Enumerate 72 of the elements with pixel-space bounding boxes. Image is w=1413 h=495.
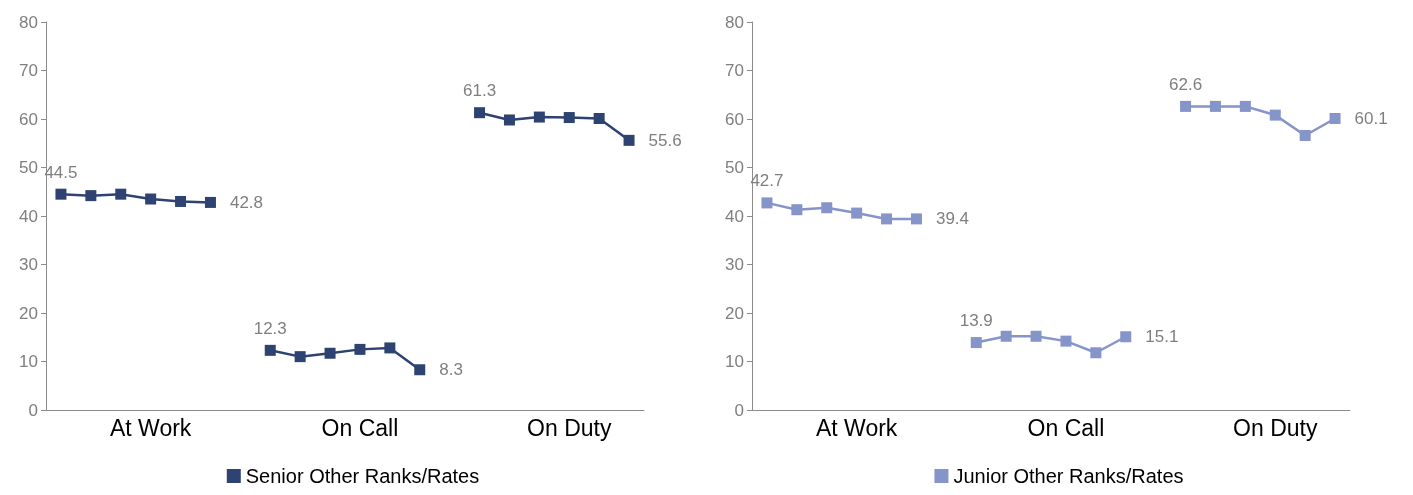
point (881, 213, 893, 225)
point (264, 344, 276, 356)
y-tick-label: 70 (19, 61, 38, 80)
point (623, 134, 635, 146)
point (503, 114, 515, 126)
point (1000, 330, 1012, 342)
y-tick-label: 20 (725, 303, 744, 323)
data-label: 60.1 (1354, 109, 1388, 129)
x-tick-label: At Work (109, 414, 192, 441)
y-tick-label: 0 (28, 400, 38, 420)
legend-label: Senior Other Ranks/Rates (245, 465, 480, 487)
y-tick-label: 60 (19, 109, 38, 129)
point (1299, 129, 1311, 141)
point (970, 337, 982, 349)
x-tick-label: On Duty (527, 414, 612, 441)
point (85, 190, 97, 202)
point (474, 107, 486, 119)
point (324, 347, 336, 359)
point (384, 342, 396, 354)
y-tick-label: 50 (19, 158, 38, 177)
point (593, 113, 605, 125)
point (821, 202, 833, 214)
y-tick-label: 50 (725, 158, 744, 177)
x-tick-label: On Call (1027, 414, 1105, 441)
point (175, 195, 187, 207)
data-label: 13.9 (959, 311, 993, 331)
point (1239, 100, 1251, 112)
point (1269, 109, 1281, 121)
point (1060, 335, 1072, 347)
point (1090, 347, 1102, 359)
point (115, 188, 127, 200)
point (354, 343, 366, 355)
data-label: 62.6 (1169, 74, 1203, 94)
y-tick-label: 60 (725, 109, 744, 129)
y-tick-label: 30 (19, 255, 38, 274)
data-label: 61.3 (463, 81, 497, 101)
point (414, 364, 426, 376)
point (204, 196, 216, 208)
x-tick-label: On Call (321, 414, 399, 441)
point (563, 112, 575, 124)
point (761, 197, 773, 209)
y-tick-label: 20 (19, 303, 38, 323)
point (294, 351, 306, 363)
data-label: 55.6 (648, 130, 682, 150)
point (1329, 113, 1341, 125)
y-tick-label: 80 (725, 12, 744, 32)
data-label: 39.4 (935, 209, 970, 229)
y-tick-label: 30 (725, 255, 744, 274)
point (791, 204, 803, 216)
y-tick-label: 10 (19, 352, 38, 371)
point (851, 207, 863, 219)
legend-label: Junior Other Ranks/Rates (953, 465, 1184, 487)
point (1030, 330, 1042, 342)
x-tick-label: At Work (815, 414, 898, 441)
point (533, 111, 545, 123)
y-tick-label: 40 (19, 206, 38, 226)
data-label: 15.1 (1145, 327, 1179, 347)
y-tick-label: 0 (734, 400, 744, 420)
y-tick-label: 70 (725, 61, 744, 80)
y-tick-label: 10 (725, 352, 744, 371)
x-tick-label: On Duty (1233, 414, 1318, 441)
point (910, 213, 922, 225)
y-tick-label: 40 (725, 206, 744, 226)
data-label: 12.3 (253, 318, 287, 338)
data-label: 42.8 (229, 192, 264, 212)
point (145, 193, 157, 205)
point (1180, 100, 1192, 112)
point (55, 188, 67, 200)
point (1209, 100, 1221, 112)
point (1120, 331, 1132, 343)
y-tick-label: 80 (19, 12, 38, 32)
data-label: 8.3 (439, 360, 463, 380)
